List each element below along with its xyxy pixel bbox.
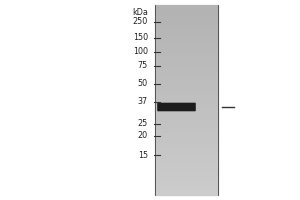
Bar [155,114,218,119]
Bar [155,110,218,115]
Bar [155,81,218,86]
Bar [155,76,218,82]
Bar [155,15,218,20]
Text: 20: 20 [138,132,148,140]
Text: 15: 15 [138,150,148,160]
Bar [155,62,218,67]
FancyBboxPatch shape [157,103,196,111]
Bar [155,100,218,105]
Bar [155,143,218,148]
Bar [155,33,218,39]
Bar [155,166,218,172]
Bar [155,86,218,91]
Bar [155,152,218,158]
Bar [155,38,218,44]
Text: 50: 50 [138,79,148,88]
Bar [155,119,218,124]
Bar [155,124,218,129]
Bar [155,5,218,10]
Bar [155,43,218,48]
Bar [155,48,218,53]
Bar [155,90,218,96]
Bar [155,162,218,167]
Bar [155,181,218,186]
Text: 75: 75 [138,62,148,71]
Bar [155,52,218,58]
Bar [155,133,218,138]
Bar [155,105,218,110]
Bar [155,129,218,134]
Bar [155,95,218,100]
Text: 250: 250 [133,18,148,26]
Bar [155,157,218,162]
Bar [155,5,218,195]
Bar [155,67,218,72]
Bar [155,29,218,34]
Bar [155,148,218,153]
Bar [155,57,218,62]
Text: kDa: kDa [132,8,148,17]
Bar [155,10,218,15]
Text: 100: 100 [133,47,148,56]
Bar [155,19,218,24]
Bar [155,176,218,181]
Bar [155,24,218,29]
Text: 150: 150 [133,33,148,43]
Bar [155,171,218,176]
Bar [155,72,218,77]
Bar [155,190,218,196]
Text: 25: 25 [138,119,148,129]
Bar [155,138,218,143]
Bar [155,186,218,191]
Text: 37: 37 [138,98,148,106]
